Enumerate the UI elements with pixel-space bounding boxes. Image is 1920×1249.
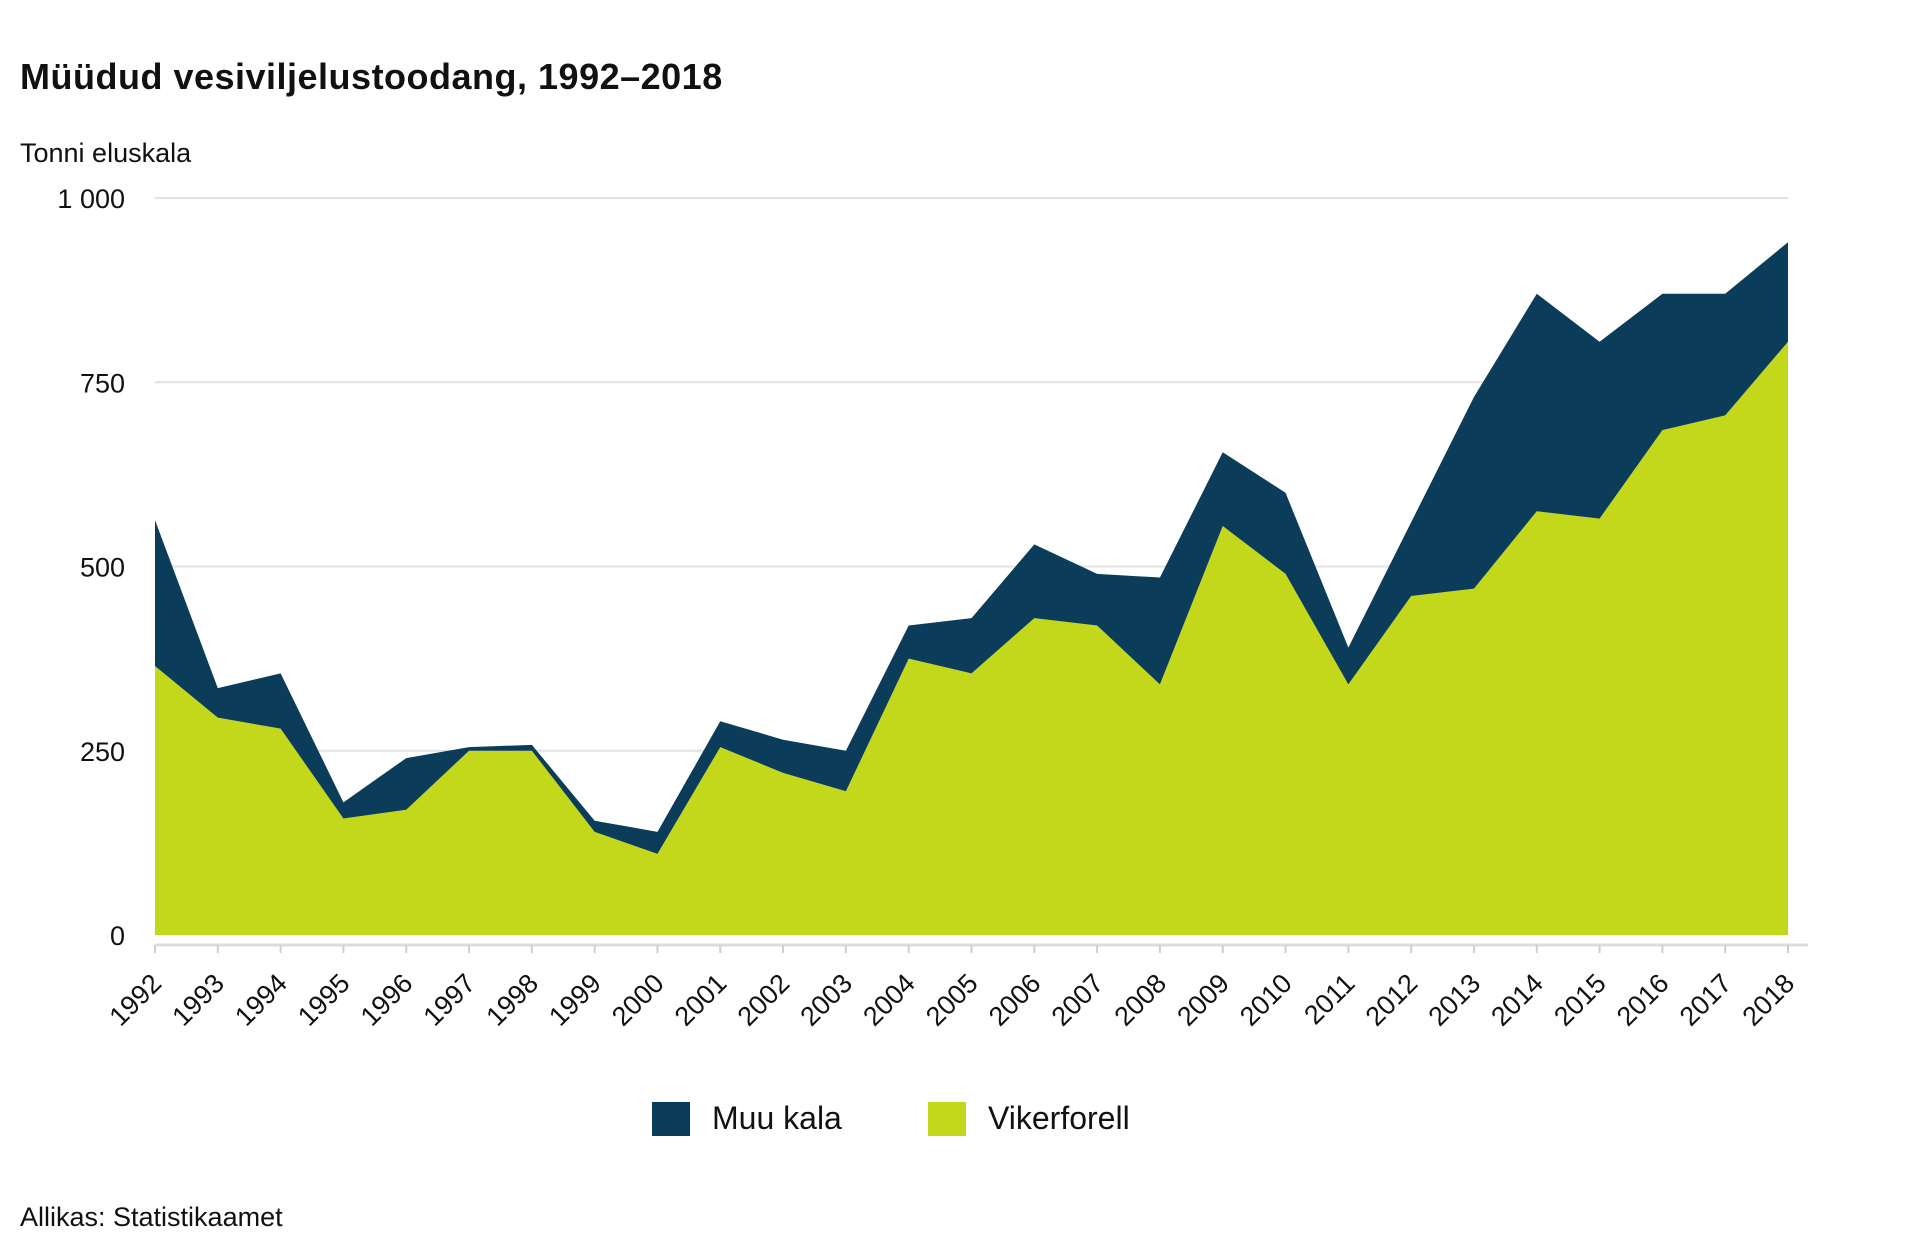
x-tick-label: 2015: [1548, 968, 1612, 1032]
y-tick-label: 500: [80, 553, 125, 583]
x-tick-label: 2004: [857, 968, 921, 1032]
x-tick-label: 2001: [669, 968, 733, 1032]
x-tick-label: 2005: [920, 968, 984, 1032]
x-tick-label: 2008: [1108, 968, 1172, 1032]
x-tick-label: 2010: [1234, 968, 1298, 1032]
x-tick-label: 1992: [104, 968, 168, 1032]
y-tick-label: 250: [80, 737, 125, 767]
y-tick-label: 750: [80, 368, 125, 398]
x-tick-label: 2011: [1298, 968, 1360, 1030]
x-tick-label: 2000: [606, 968, 670, 1032]
x-tick-label: 1995: [292, 968, 356, 1032]
y-axis-label: Tonni eluskala: [20, 138, 192, 168]
legend-swatch-muu-kala: [652, 1101, 690, 1136]
x-tick-label: 1993: [166, 968, 230, 1032]
area-vikerforell: [155, 341, 1788, 936]
source-note: Allikas: Statistikaamet: [20, 1202, 283, 1232]
x-tick-label: 2012: [1360, 968, 1424, 1032]
x-tick-label: 1999: [543, 968, 607, 1032]
y-tick-label: 0: [110, 921, 125, 951]
area-muu-kala: [155, 242, 1788, 854]
x-tick-label: 1994: [229, 968, 293, 1032]
x-tick-label: 2003: [794, 968, 858, 1032]
x-tick-label: 2006: [983, 968, 1047, 1032]
legend-item-muu-kala: Muu kala: [652, 1100, 842, 1137]
legend-swatch-vikerforell: [928, 1101, 966, 1136]
x-tick-label: 2017: [1674, 968, 1738, 1032]
x-tick-label: 2014: [1485, 968, 1549, 1032]
x-tick-label: 2018: [1737, 968, 1801, 1032]
x-tick-label: 2016: [1611, 968, 1675, 1032]
y-tick-label: 1 000: [57, 184, 125, 214]
x-tick-label: 2002: [732, 968, 796, 1032]
legend-label-vikerforell: Vikerforell: [988, 1100, 1130, 1136]
x-tick-label: 1998: [480, 968, 544, 1032]
x-tick-label: 2009: [1171, 968, 1235, 1032]
legend-item-vikerforell: Vikerforell: [928, 1100, 1130, 1137]
chart-title: Müüdud vesiviljelustoodang, 1992–2018: [20, 56, 723, 97]
x-tick-label: 1996: [355, 968, 419, 1032]
x-tick-label: 2013: [1423, 968, 1487, 1032]
legend-label-muu-kala: Muu kala: [712, 1100, 842, 1136]
x-tick-label: 1997: [418, 968, 482, 1032]
x-tick-label: 2007: [1046, 968, 1110, 1032]
